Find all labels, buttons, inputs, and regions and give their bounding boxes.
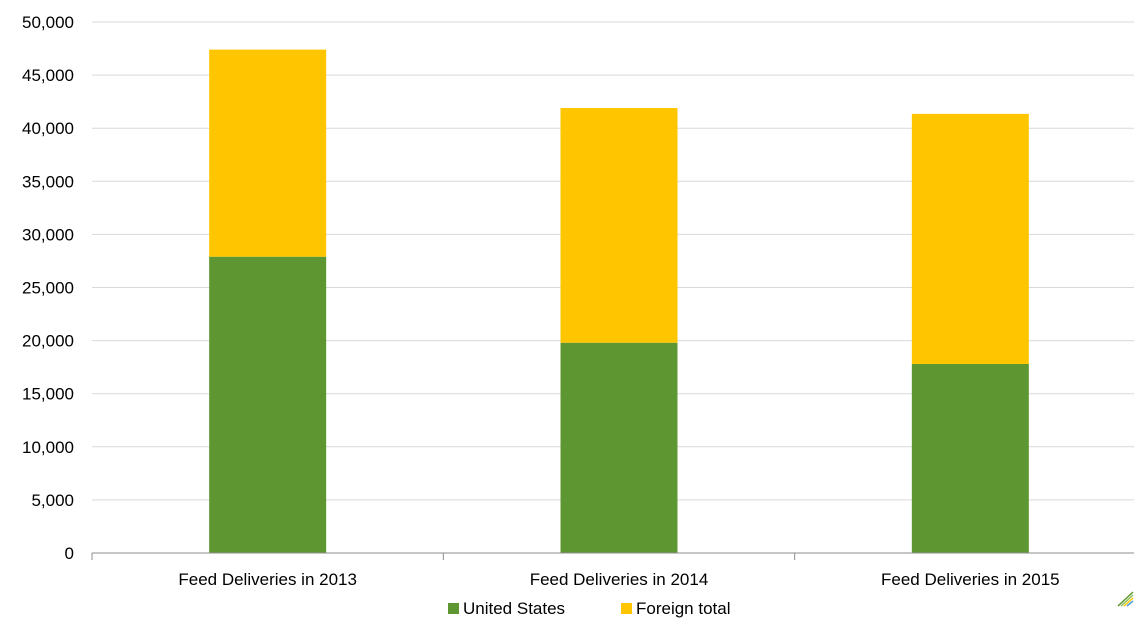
legend: United States Foreign total bbox=[448, 599, 731, 618]
x-axis-category-labels: Feed Deliveries in 2013 Feed Deliveries i… bbox=[178, 570, 1059, 589]
y-tick-label: 20,000 bbox=[22, 332, 74, 351]
x-axis bbox=[91, 552, 1134, 560]
y-tick-label: 5,000 bbox=[31, 491, 74, 510]
bar-united-states-1 bbox=[560, 342, 678, 553]
y-axis-tick-labels: 0 5,000 10,000 15,000 20,000 25,000 30,000 35,0… bbox=[22, 13, 74, 563]
y-tick-label: 25,000 bbox=[22, 279, 74, 298]
legend-swatch bbox=[621, 603, 632, 614]
y-tick-label: 30,000 bbox=[22, 225, 74, 244]
bar-united-states-2 bbox=[911, 363, 1029, 553]
y-tick-label: 45,000 bbox=[22, 66, 74, 85]
x-category-label: Feed Deliveries in 2015 bbox=[881, 570, 1060, 589]
legend-label: United States bbox=[463, 599, 565, 618]
legend-swatch bbox=[448, 603, 459, 614]
legend-label: Foreign total bbox=[636, 599, 731, 618]
bar-foreign-total-0 bbox=[209, 49, 327, 257]
bar-united-states-0 bbox=[209, 256, 327, 553]
diagonal-stripes-logo-icon bbox=[1117, 591, 1134, 607]
x-category-label: Feed Deliveries in 2013 bbox=[178, 570, 357, 589]
x-category-label: Feed Deliveries in 2014 bbox=[530, 570, 709, 589]
y-tick-label: 50,000 bbox=[22, 13, 74, 32]
y-tick-label: 15,000 bbox=[22, 385, 74, 404]
bar-series bbox=[209, 49, 1029, 553]
bar-foreign-total-2 bbox=[911, 113, 1029, 364]
bar-foreign-total-1 bbox=[560, 108, 678, 343]
y-tick-label: 40,000 bbox=[22, 119, 74, 138]
y-tick-label: 10,000 bbox=[22, 438, 74, 457]
y-tick-label: 0 bbox=[65, 544, 74, 563]
y-tick-label: 35,000 bbox=[22, 172, 74, 191]
